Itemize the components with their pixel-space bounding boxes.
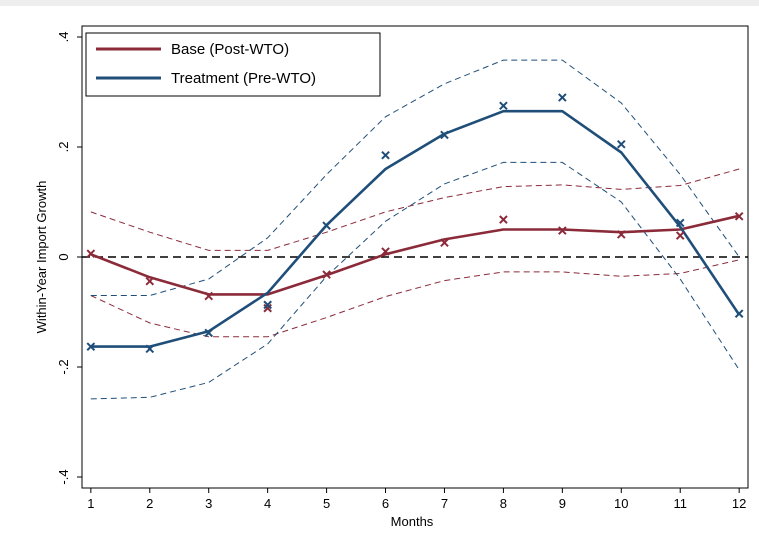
marker-stroke [440, 238, 449, 248]
series-line-base [90, 214, 740, 296]
data-point-treatment [263, 300, 272, 310]
x-tick-label: 1 [87, 496, 94, 511]
marker-stroke [145, 276, 155, 286]
data-point-treatment [145, 344, 155, 354]
data-point-base [263, 303, 272, 313]
marker-stroke [558, 226, 567, 235]
x-tick-label: 12 [732, 496, 746, 511]
y-tick-label: -.4 [56, 469, 71, 484]
marker-stroke [204, 328, 214, 338]
series-line-treatment [90, 109, 741, 348]
marker-stroke [86, 249, 96, 259]
data-point-base [322, 270, 331, 279]
marker-stroke [558, 93, 567, 102]
data-point-treatment [86, 342, 96, 351]
ci-upper-treatment [90, 59, 740, 296]
data-point-base [86, 249, 96, 259]
legend-box [85, 32, 381, 97]
ci-upper-base [90, 168, 740, 251]
marker-stroke [381, 247, 390, 256]
marker-stroke [381, 150, 390, 160]
x-tick-label: 9 [559, 496, 566, 511]
x-axis-ticks: 1 2 3 4 5 6 7 8 9 10 11 12 [87, 488, 746, 511]
x-tick-label: 3 [205, 496, 212, 511]
x-tick-label: 6 [382, 496, 389, 511]
marker-stroke [322, 270, 331, 279]
marker-stroke [204, 291, 214, 301]
marker-stroke [145, 344, 155, 354]
data-point-base [145, 276, 155, 286]
point-markers [86, 93, 744, 354]
y-axis-title: Within-Year Import Growth [34, 181, 49, 334]
data-point-base [675, 231, 685, 240]
x-axis-title: Months [391, 514, 434, 529]
marker-stroke [86, 342, 96, 351]
marker-stroke [499, 101, 508, 111]
data-point-treatment [440, 130, 449, 140]
marker-stroke [734, 211, 744, 221]
data-point-base [616, 230, 626, 239]
data-point-treatment [558, 93, 567, 102]
legend-label-treatment: Treatment (Pre-WTO) [171, 70, 316, 87]
data-point-treatment [616, 139, 626, 149]
marker-stroke [263, 300, 272, 310]
x-tick-label: 10 [614, 496, 628, 511]
data-point-base [558, 226, 567, 235]
x-tick-label: 11 [673, 496, 687, 511]
x-tick-label: 2 [146, 496, 153, 511]
ci-lower-treatment [90, 161, 740, 400]
y-tick-label: .4 [56, 32, 71, 43]
data-point-treatment [322, 221, 331, 230]
x-tick-label: 4 [264, 496, 271, 511]
fitted-lines [90, 109, 741, 348]
marker-stroke [675, 231, 685, 240]
data-point-treatment [734, 309, 744, 318]
data-point-base [440, 238, 449, 248]
marker-stroke [734, 309, 744, 318]
marker-stroke [322, 221, 331, 230]
marker-stroke [440, 130, 449, 140]
data-point-treatment [381, 150, 390, 160]
legend-label-base: Base (Post-WTO) [171, 41, 289, 58]
x-tick-label: 7 [441, 496, 448, 511]
data-point-base [734, 211, 744, 221]
legend: Base (Post-WTO) Treatment (Pre-WTO) [85, 32, 381, 97]
y-tick-label: .2 [56, 142, 71, 153]
x-tick-label: 5 [323, 496, 330, 511]
y-axis-ticks: -.4 -.2 0 .2 .4 [56, 32, 82, 485]
data-point-treatment [204, 328, 214, 338]
top-border-strip [0, 0, 759, 6]
y-tick-label: -.2 [56, 359, 71, 374]
data-point-treatment [499, 101, 508, 111]
data-point-base [204, 291, 214, 301]
data-point-base [499, 215, 508, 224]
marker-stroke [499, 215, 508, 224]
y-tick-label: 0 [56, 253, 71, 260]
marker-stroke [263, 303, 272, 313]
marker-stroke [616, 139, 626, 149]
x-tick-label: 8 [500, 496, 507, 511]
marker-stroke [616, 230, 626, 239]
data-point-treatment [675, 218, 685, 228]
marker-stroke [675, 218, 685, 228]
data-point-base [381, 247, 390, 256]
